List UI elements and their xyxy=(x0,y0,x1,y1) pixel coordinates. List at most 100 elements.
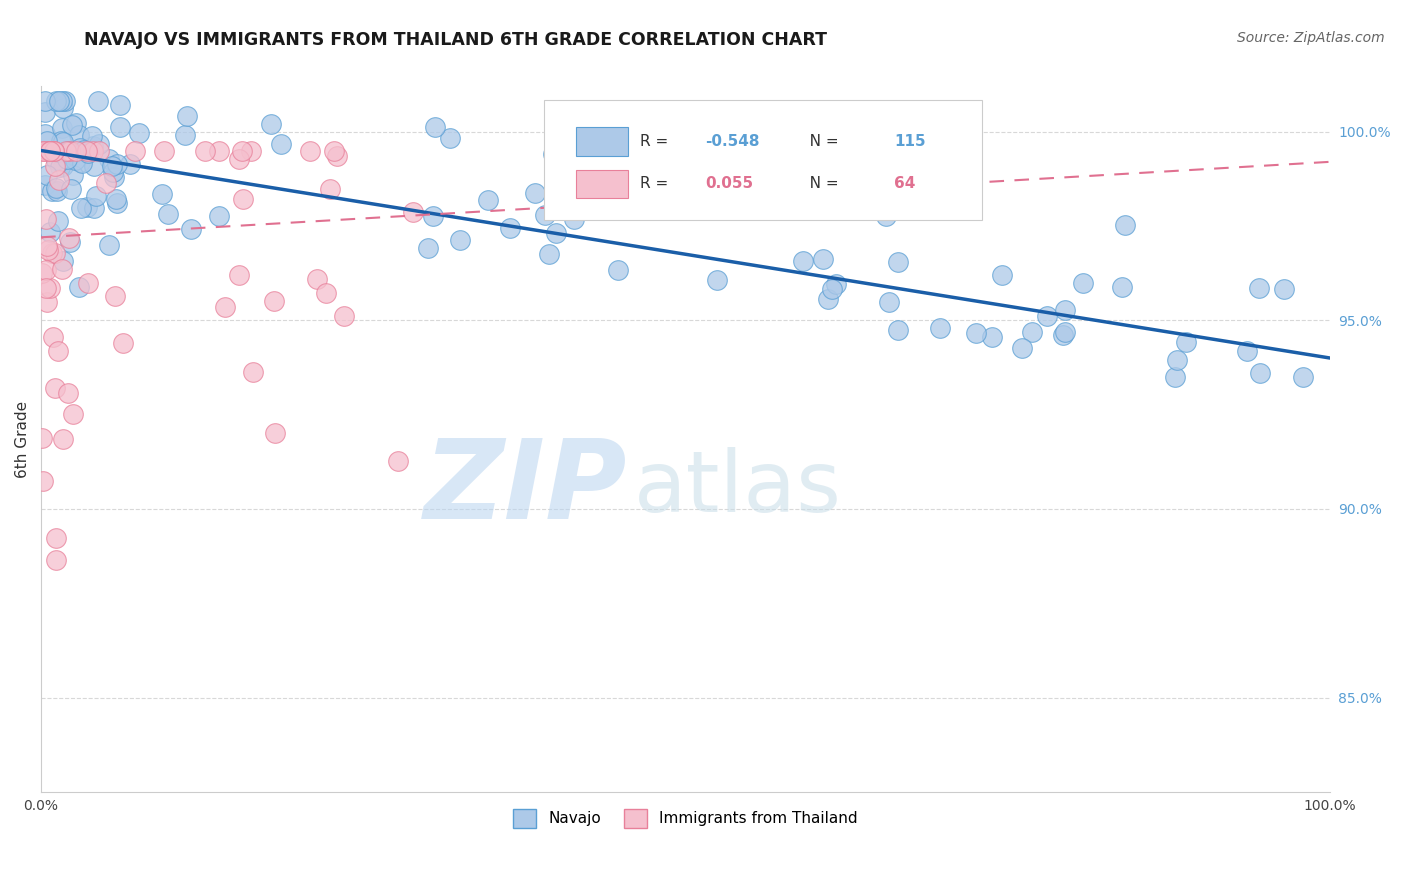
Point xyxy=(37,295,59,310)
Point xyxy=(76,276,98,290)
Point xyxy=(51,134,73,148)
Point xyxy=(67,128,90,142)
Point xyxy=(1114,218,1136,232)
Point xyxy=(37,169,59,183)
Point xyxy=(333,310,356,324)
Point xyxy=(1053,303,1076,318)
Point xyxy=(259,117,281,131)
Point xyxy=(59,235,82,250)
Point xyxy=(128,126,150,140)
Point xyxy=(39,144,62,158)
Point xyxy=(84,188,107,202)
Point xyxy=(42,144,65,158)
Point xyxy=(111,335,134,350)
Point xyxy=(60,119,83,133)
Point xyxy=(1166,353,1188,368)
Point xyxy=(416,241,439,255)
Point xyxy=(101,159,124,173)
Point xyxy=(34,281,56,295)
Point xyxy=(51,262,73,277)
Point xyxy=(110,120,132,134)
Point xyxy=(94,176,117,190)
Point xyxy=(499,220,522,235)
Point xyxy=(48,95,70,109)
Point xyxy=(877,294,900,309)
Point xyxy=(270,137,292,152)
Point xyxy=(98,237,121,252)
Point xyxy=(52,253,75,268)
Point xyxy=(76,144,98,158)
Text: R =: R = xyxy=(641,134,673,149)
Point xyxy=(298,144,321,158)
Y-axis label: 6th Grade: 6th Grade xyxy=(15,401,30,478)
Point xyxy=(83,202,105,216)
Point xyxy=(65,144,87,158)
Point xyxy=(52,135,75,149)
Point xyxy=(37,243,59,257)
Point xyxy=(208,209,231,223)
Point xyxy=(965,326,987,340)
Bar xyxy=(576,169,627,198)
Point xyxy=(105,195,128,210)
Point xyxy=(1236,343,1258,358)
Text: ZIP: ZIP xyxy=(425,435,627,542)
Point xyxy=(326,149,349,163)
Point xyxy=(323,144,346,158)
Point xyxy=(45,153,67,168)
Point xyxy=(76,146,98,161)
Point xyxy=(41,184,63,198)
Point xyxy=(541,146,564,161)
Point xyxy=(110,97,132,112)
Point xyxy=(82,144,104,158)
Point xyxy=(105,192,128,206)
Text: N =: N = xyxy=(796,177,844,191)
Point xyxy=(124,144,146,158)
Point xyxy=(811,252,834,266)
Point xyxy=(45,95,67,109)
Point xyxy=(41,245,63,260)
Point xyxy=(242,365,264,379)
Point xyxy=(231,144,253,158)
Point xyxy=(44,159,66,173)
FancyBboxPatch shape xyxy=(544,101,981,220)
Point xyxy=(42,144,65,158)
Point xyxy=(706,272,728,286)
Point xyxy=(31,144,53,158)
Point xyxy=(1036,309,1059,323)
Point xyxy=(523,186,546,200)
Point xyxy=(180,222,202,236)
Point xyxy=(35,262,58,277)
Point xyxy=(48,173,70,187)
Point xyxy=(319,182,342,196)
Point xyxy=(150,187,173,202)
Point xyxy=(51,95,73,109)
Point xyxy=(34,95,56,109)
Point xyxy=(792,254,814,268)
Text: 0.055: 0.055 xyxy=(704,177,754,191)
Point xyxy=(118,157,141,171)
Point xyxy=(240,144,263,158)
Point xyxy=(62,168,84,182)
Point xyxy=(176,109,198,123)
Point xyxy=(42,330,65,344)
Point xyxy=(477,194,499,208)
Point xyxy=(56,145,79,159)
Point xyxy=(87,95,110,109)
Point xyxy=(825,277,848,292)
Point xyxy=(87,137,110,152)
Point xyxy=(35,211,58,226)
Point xyxy=(46,184,69,198)
Point xyxy=(105,157,128,171)
Point xyxy=(69,154,91,169)
Point xyxy=(402,204,425,219)
Point xyxy=(58,230,80,244)
Point xyxy=(45,180,67,194)
Point xyxy=(56,385,79,400)
Point xyxy=(55,152,77,166)
Point xyxy=(82,138,104,153)
Text: NAVAJO VS IMMIGRANTS FROM THAILAND 6TH GRADE CORRELATION CHART: NAVAJO VS IMMIGRANTS FROM THAILAND 6TH G… xyxy=(84,31,827,49)
Point xyxy=(34,178,56,192)
Point xyxy=(1011,341,1033,355)
Point xyxy=(46,214,69,228)
Point xyxy=(387,454,409,468)
